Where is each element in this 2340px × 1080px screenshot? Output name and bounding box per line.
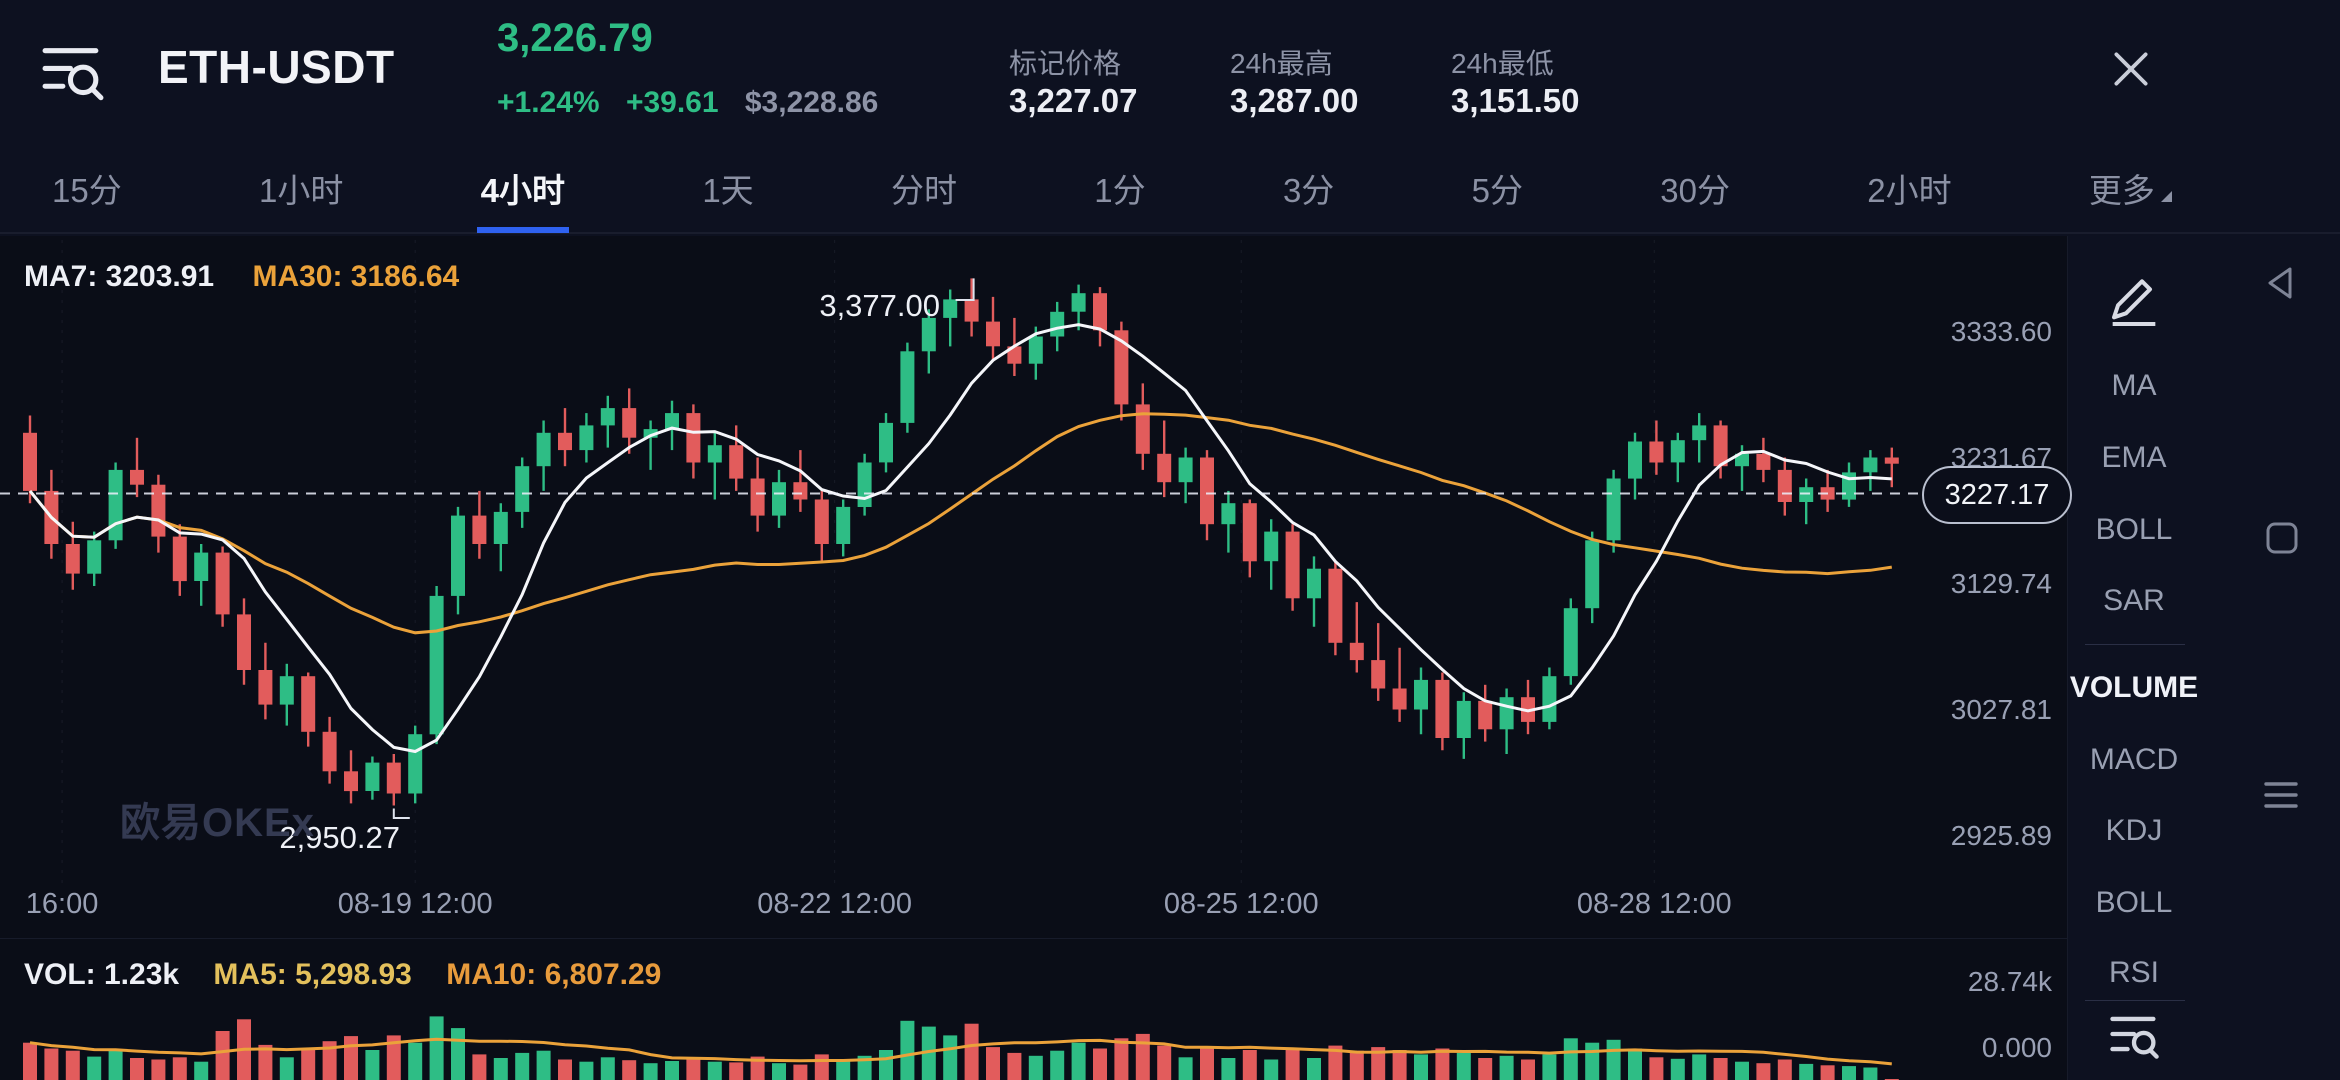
timeframe-tab-5[interactable]: 1分 xyxy=(1094,172,1146,209)
vol-ma5-label: MA5: 5,298.93 xyxy=(213,958,412,991)
sidebar-separator-2 xyxy=(2085,1000,2185,1001)
timeframe-tab-6[interactable]: 3分 xyxy=(1282,172,1335,209)
timeframe-tab-1[interactable]: 1小时 xyxy=(259,172,344,209)
volume-legend: VOL: 1.23k MA5: 5,298.93 MA10: 6,807.29 xyxy=(24,958,661,992)
fiat-price: $3,228.86 xyxy=(744,86,879,119)
last-price: 3,226.79 xyxy=(497,16,653,60)
ma7-line xyxy=(28,323,1892,754)
timeframe-tab-0[interactable]: 15分 xyxy=(52,172,122,209)
y-axis-label-4: 2925.89 xyxy=(1950,819,2052,851)
timeframe-tab-10[interactable]: 更多 xyxy=(2089,149,2172,233)
overlay-indicator-ema-1[interactable]: EMA xyxy=(2101,441,2167,474)
mark-price-label: 标记价格 xyxy=(1009,48,1122,79)
y-axis-label-2: 3129.74 xyxy=(1950,567,2052,599)
overlay-indicator-boll-2[interactable]: BOLL xyxy=(2095,513,2173,546)
mark-price-value: 3,227.07 xyxy=(1009,82,1138,119)
y-axis-label-3: 3027.81 xyxy=(1950,693,2052,725)
menu-lines-icon[interactable] xyxy=(2262,776,2300,814)
left-arrow-icon[interactable] xyxy=(2262,264,2300,302)
x-axis-label-4: 08-28 12:00 xyxy=(1576,888,1732,920)
low-tick xyxy=(392,808,410,819)
price-change-row: +1.24% +39.61 $3,228.86 xyxy=(497,86,878,120)
sub-indicator-volume-0[interactable]: VOLUME xyxy=(2069,671,2199,704)
x-axis-label-0: 16:00 xyxy=(25,888,99,920)
low-24h-label: 24h最低 xyxy=(1451,48,1554,79)
ma-legend: MA7: 3203.91 MA30: 3186.64 xyxy=(24,260,459,294)
high-annotation: 3,377.00 xyxy=(819,288,940,323)
low-24h-value: 3,151.50 xyxy=(1451,82,1580,119)
indicator-settings-icon[interactable] xyxy=(2106,1006,2162,1062)
high-24h-value: 3,287.00 xyxy=(1230,82,1359,119)
more-caret-icon xyxy=(2160,191,2172,202)
ma30-line xyxy=(28,412,1893,635)
timeframe-tab-4[interactable]: 分时 xyxy=(890,172,957,209)
timeframe-tab-3[interactable]: 1天 xyxy=(702,172,754,209)
pair-title: ETH-USDT xyxy=(158,41,395,93)
volume-ma-line xyxy=(29,1037,1892,1066)
overlay-indicator-sar-3[interactable]: SAR xyxy=(2103,584,2165,617)
timeframe-tab-8[interactable]: 30分 xyxy=(1660,172,1730,209)
ma30-label: MA30: 3186.64 xyxy=(252,260,460,293)
sub-indicator-rsi-4[interactable]: RSI xyxy=(2108,956,2159,989)
timeframe-tab-9[interactable]: 2小时 xyxy=(1867,172,1952,209)
change-absolute: +39.61 xyxy=(625,86,719,119)
okex-watermark: 欧易OKEx xyxy=(120,801,315,845)
x-axis-label-1: 08-19 12:00 xyxy=(337,888,493,920)
vol-ma10-label: MA10: 6,807.29 xyxy=(446,958,662,991)
y-axis-label-0: 3333.60 xyxy=(1950,316,2052,348)
grid-lines xyxy=(61,240,1655,885)
x-axis-label-2: 08-22 12:00 xyxy=(757,888,913,920)
vol-label: VOL: 1.23k xyxy=(24,958,180,991)
volume-axis-max: 28.74k xyxy=(1967,966,2052,997)
square-tool-icon[interactable] xyxy=(2264,520,2300,556)
change-percent: +1.24% xyxy=(497,86,600,119)
high-tick xyxy=(955,278,975,301)
close-icon[interactable] xyxy=(2108,46,2154,92)
high-24h-label: 24h最高 xyxy=(1230,48,1333,79)
timeframe-tab-7[interactable]: 5分 xyxy=(1471,172,1523,209)
ma7-label: MA7: 3203.91 xyxy=(24,260,215,293)
candles xyxy=(23,278,1899,806)
draw-pencil-icon[interactable] xyxy=(2102,264,2166,328)
chart-background xyxy=(0,236,2067,1080)
overlay-indicator-ma-0[interactable]: MA xyxy=(2111,369,2157,402)
timeframe-tab-2[interactable]: 4小时 xyxy=(481,149,565,233)
sub-indicator-macd-1[interactable]: MACD xyxy=(2089,743,2179,776)
low-annotation: 2,950.27 xyxy=(279,820,400,855)
sub-indicator-boll-3[interactable]: BOLL xyxy=(2095,886,2173,919)
volume-pane-divider xyxy=(0,938,2067,939)
current-price-tag: 3227.17 xyxy=(1922,466,2072,525)
sub-indicator-kdj-2[interactable]: KDJ xyxy=(2105,814,2163,847)
timeframe-tabs: 15分 1小时 4小时 1天 分时 1分 3分 5分 30分 2小时 更多 xyxy=(0,150,2340,234)
x-axis-label-3: 08-25 12:00 xyxy=(1163,888,1319,920)
sidebar-separator xyxy=(2085,644,2185,645)
sidebar-divider xyxy=(2067,236,2068,1080)
volume-axis-zero: 0.000 xyxy=(1981,1032,2052,1063)
market-list-search-icon[interactable] xyxy=(40,38,106,104)
